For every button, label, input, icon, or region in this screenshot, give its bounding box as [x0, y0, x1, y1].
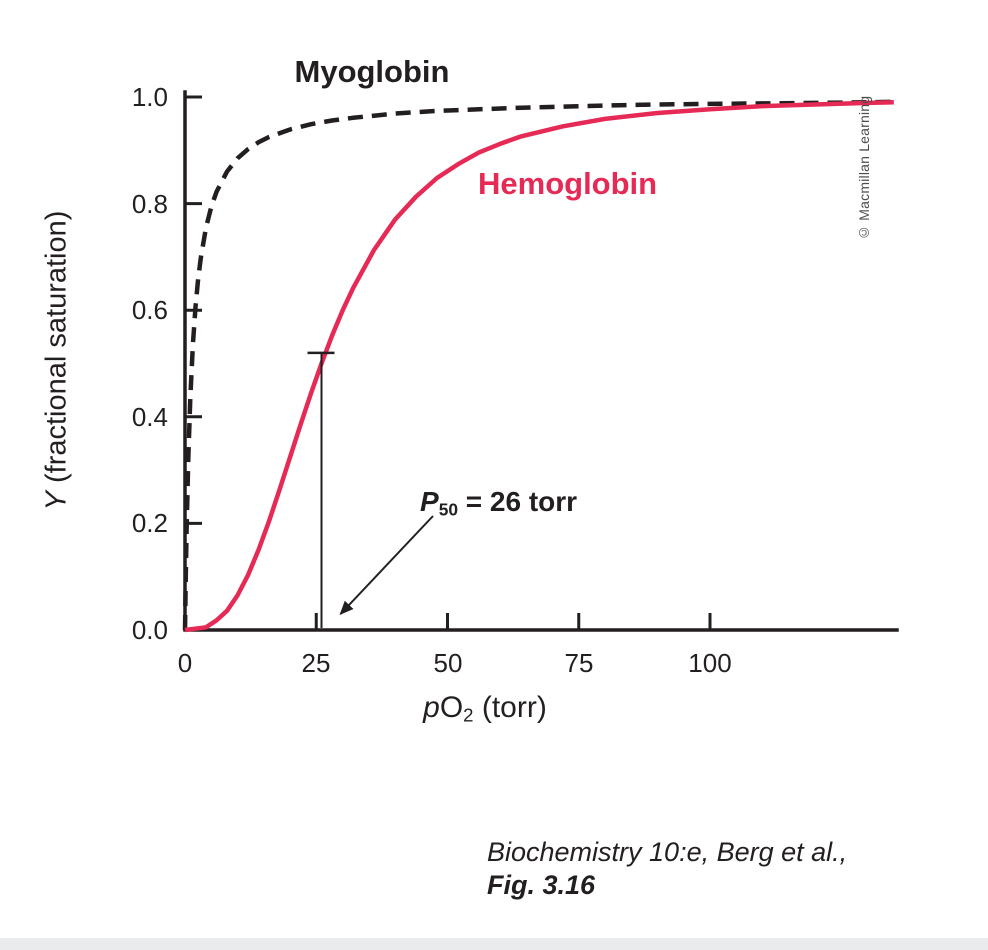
y-axis-title-y: Y [40, 491, 73, 511]
myoglobin-curve-label: Myoglobin [294, 54, 450, 89]
source-caption: Biochemistry 10:e, Berg et al., Fig. 3.1… [487, 836, 847, 902]
p50-subscript: 50 [438, 499, 458, 520]
hemoglobin-curve-label: Hemoglobin [478, 166, 658, 201]
myoglobin-curve [182, 99, 894, 631]
y-axis-title-rest: (fractional saturation) [40, 210, 73, 492]
x-axis-title-o: O [439, 691, 464, 724]
p50-value: = 26 torr [458, 486, 578, 517]
y-axis-title: Y (fractional saturation) [41, 131, 74, 591]
x-tick-label-75: 75 [564, 648, 594, 678]
y-tick-label-0.6: 0.6 [131, 295, 168, 325]
x-axis-title-p: p [423, 691, 440, 724]
p50-annotation: P50 = 26 torr [420, 486, 577, 520]
hemoglobin-curve [184, 100, 894, 633]
p50-arrow [339, 515, 434, 616]
x-tick-label-0: 0 [177, 648, 193, 678]
x-axis-title: pO2 (torr) [380, 691, 590, 727]
x-tick-label-100: 100 [688, 648, 732, 678]
x-axis-title-sub: 2 [463, 704, 474, 726]
x-axis-title-rest: (torr) [473, 691, 547, 724]
x-tick-label-50: 50 [433, 648, 463, 678]
y-tick-label-0.0: 0.0 [131, 615, 168, 645]
footer-strip [0, 938, 988, 950]
publisher-credit: © Macmillan Learning [856, 95, 872, 241]
y-tick-label-1.0: 1.0 [131, 82, 168, 112]
y-tick-label-0.8: 0.8 [131, 189, 168, 219]
p50-symbol: P [420, 486, 439, 517]
y-tick-label-0.2: 0.2 [131, 508, 168, 538]
source-caption-line1: Biochemistry 10:e, Berg et al., [487, 837, 848, 867]
source-caption-figure-number: Fig. 3.16 [487, 870, 596, 900]
x-tick-label-25: 25 [301, 648, 331, 678]
y-tick-label-0.4: 0.4 [131, 402, 168, 432]
